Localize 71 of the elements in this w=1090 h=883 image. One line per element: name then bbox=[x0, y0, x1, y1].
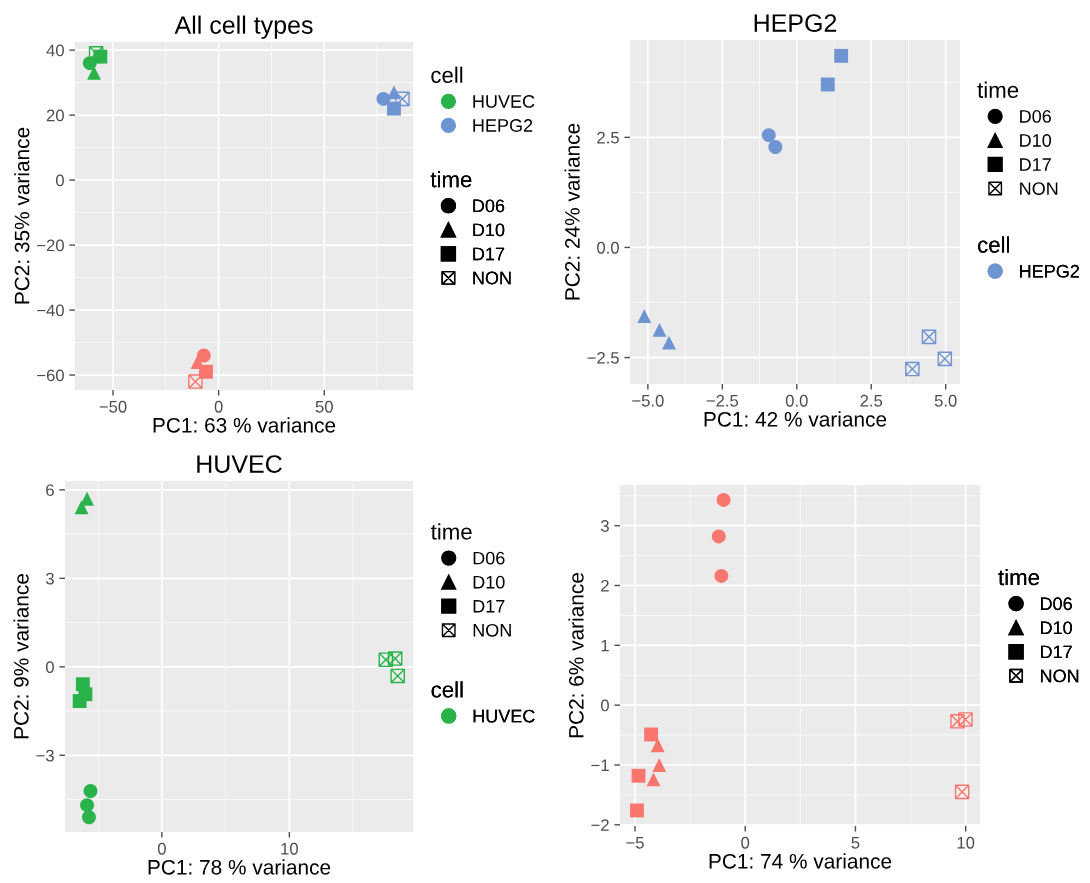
text: D10 bbox=[473, 575, 505, 589]
chart-title: HUVEC bbox=[197, 455, 282, 473]
text: D10 bbox=[473, 223, 505, 237]
chart-title: HEPG2 bbox=[754, 14, 837, 32]
text: D06 bbox=[473, 551, 505, 565]
text: NON bbox=[1041, 669, 1079, 683]
text: D17 bbox=[473, 600, 505, 613]
y-tick-label: −2 bbox=[591, 819, 609, 831]
y-tick-label: 3 bbox=[45, 572, 54, 585]
legend-title: cell bbox=[431, 681, 463, 698]
x-tick-label: 0 bbox=[157, 842, 166, 855]
x-tick-label: 0 bbox=[214, 400, 223, 413]
x-tick-label: 5.0 bbox=[934, 394, 957, 407]
y-tick-label: −3 bbox=[36, 749, 54, 762]
text: D17 bbox=[1041, 645, 1072, 659]
legend-title: cell bbox=[431, 66, 463, 83]
y-axis-title: PC2: 24% variance bbox=[564, 123, 580, 300]
y-tick-label: −20 bbox=[37, 239, 64, 252]
y-tick-label: 0.0 bbox=[597, 241, 619, 254]
text: NON bbox=[1020, 182, 1058, 195]
y-tick-label: 2.5 bbox=[597, 131, 619, 144]
x-axis-title: PC1: 74 % variance bbox=[709, 853, 892, 869]
chart-title: All cell types bbox=[174, 15, 313, 39]
x-axis-title: PC1: 78 % variance bbox=[148, 859, 331, 875]
legend-label: HEPG2 bbox=[473, 119, 533, 132]
text: time bbox=[998, 568, 1040, 586]
y-tick-label: 40 bbox=[46, 44, 64, 57]
y-tick-label: 1 bbox=[601, 639, 609, 652]
x-tick-label: −2.5 bbox=[706, 394, 739, 407]
text: D17 bbox=[1020, 158, 1051, 171]
y-tick-label: −60 bbox=[37, 369, 64, 382]
y-tick-label: −1 bbox=[591, 759, 609, 772]
legend-label: HUVEC bbox=[473, 709, 535, 723]
x-tick-label: 10 bbox=[281, 842, 298, 855]
text: NON bbox=[473, 271, 511, 285]
text: time bbox=[430, 171, 472, 188]
text: time bbox=[977, 81, 1019, 98]
y-axis-title: PC2: 35% variance bbox=[14, 127, 30, 304]
x-tick-label: 0.0 bbox=[785, 394, 808, 407]
y-tick-label: 2 bbox=[601, 579, 609, 592]
y-axis-title: PC2: 6% variance bbox=[568, 573, 584, 738]
x-tick-label: −5.0 bbox=[632, 394, 664, 407]
y-tick-label: 6 bbox=[46, 484, 54, 497]
x-tick-label: 2.5 bbox=[860, 394, 883, 407]
text: D17 bbox=[473, 247, 505, 261]
x-axis-title: PC1: 42 % variance bbox=[704, 411, 887, 427]
y-tick-label: 0 bbox=[45, 661, 54, 674]
x-axis-title: PC1: 63 % variance bbox=[153, 417, 336, 433]
legend-title: cell bbox=[978, 236, 1009, 253]
text: D10 bbox=[1041, 621, 1072, 635]
x-tick-label: 0 bbox=[741, 836, 750, 849]
text: D06 bbox=[1041, 597, 1072, 611]
y-axis-title: PC2: 9% variance bbox=[13, 574, 29, 739]
y-tick-label: 0 bbox=[55, 174, 64, 187]
y-tick-label: 3 bbox=[600, 520, 609, 532]
legend-label: HEPG2 bbox=[1020, 264, 1079, 278]
legend-label: HUVEC bbox=[473, 95, 535, 108]
text: D06 bbox=[1020, 110, 1051, 123]
text: time bbox=[431, 523, 472, 540]
text: D10 bbox=[1020, 134, 1052, 147]
y-tick-label: 20 bbox=[46, 109, 64, 122]
x-tick-label: 5 bbox=[851, 837, 860, 849]
x-tick-label: −5 bbox=[626, 837, 644, 849]
y-tick-label: −40 bbox=[37, 304, 64, 317]
x-tick-label: 10 bbox=[957, 836, 975, 849]
y-tick-label: −2.5 bbox=[587, 351, 619, 364]
x-tick-label: 50 bbox=[315, 400, 333, 413]
y-tick-label: 0 bbox=[600, 699, 609, 712]
x-tick-label: −50 bbox=[99, 400, 127, 413]
text: NON bbox=[473, 623, 511, 637]
text: D06 bbox=[473, 199, 505, 213]
